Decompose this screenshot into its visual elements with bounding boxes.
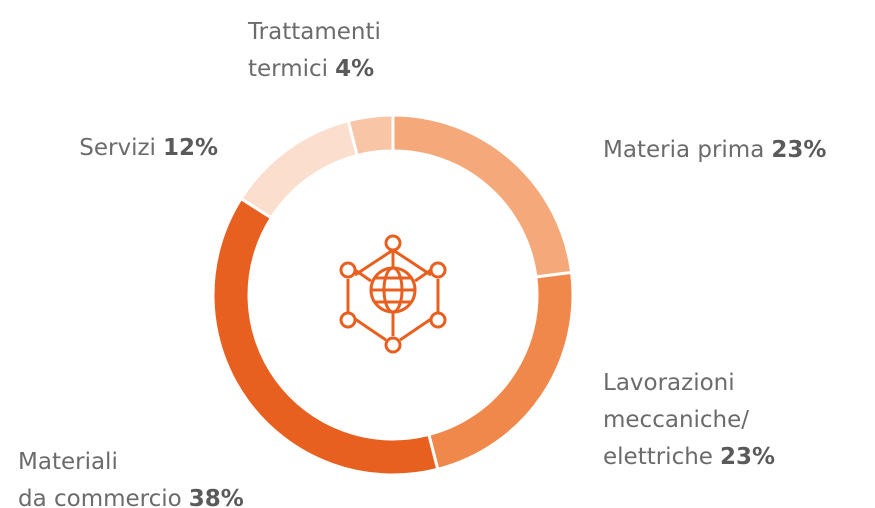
segment-label: elettriche 23%	[603, 444, 775, 470]
segment-label: Lavorazioni	[603, 370, 735, 396]
label-text: Servizi	[79, 135, 156, 161]
segment-label: Materiali	[18, 449, 118, 475]
label-percent: 23%	[720, 444, 775, 470]
donut-segment	[238, 118, 360, 220]
segment-label: da commercio 38%	[18, 486, 244, 508]
segment-label: Servizi 12%	[79, 135, 218, 161]
donut-segment	[391, 113, 574, 279]
label-percent: 12%	[163, 135, 218, 161]
segment-label: Materia prima 23%	[603, 137, 826, 163]
label-percent: 23%	[771, 137, 826, 163]
segment-label: meccaniche/	[603, 407, 749, 433]
label-text: Materiali	[18, 449, 118, 475]
label-text: meccaniche/	[603, 407, 749, 433]
label-percent: 38%	[189, 486, 244, 508]
label-text: Materia prima	[603, 137, 764, 163]
label-text: Trattamenti	[247, 19, 381, 45]
label-text: da commercio	[18, 486, 182, 508]
segment-label: termici 4%	[248, 56, 374, 82]
segment-label: Trattamenti	[247, 19, 381, 45]
donut-segment	[346, 113, 395, 158]
donut-segment	[426, 270, 575, 472]
label-percent: 4%	[335, 56, 374, 82]
label-text: elettriche	[603, 444, 713, 470]
label-text: Lavorazioni	[603, 370, 735, 396]
center-icon	[339, 234, 447, 354]
label-text: termici	[248, 56, 328, 82]
